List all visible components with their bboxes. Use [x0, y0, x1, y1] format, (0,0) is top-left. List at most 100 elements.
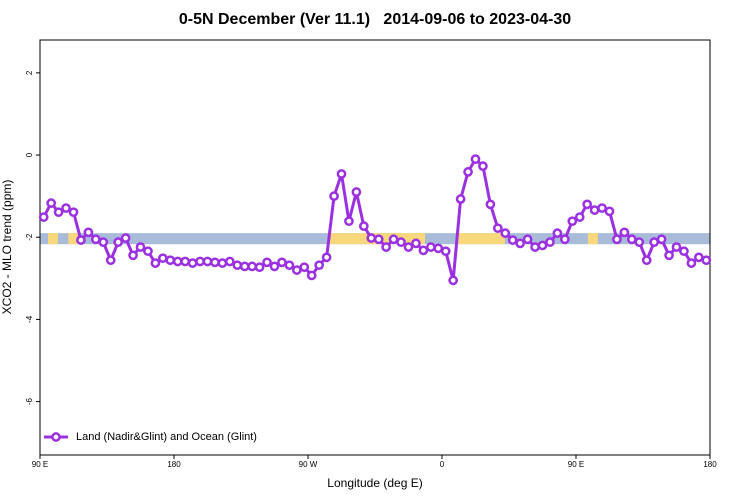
surface-band: [587, 233, 598, 245]
data-point: [217, 258, 228, 268]
data-point: [351, 187, 362, 197]
data-point: [247, 261, 258, 272]
data-point: [381, 242, 392, 252]
data-point: [329, 191, 339, 201]
data-point: [507, 235, 518, 245]
data-point: [187, 258, 198, 268]
data-point: [500, 228, 511, 238]
data-point: [679, 246, 689, 257]
data-point: [321, 252, 332, 263]
legend-label: Land (Nadir&Glint) and Ocean (Glint): [76, 431, 257, 443]
data-point: [612, 234, 622, 245]
data-point: [396, 237, 406, 248]
data-point: [128, 250, 138, 261]
plot-frame: [39, 39, 711, 456]
data-point: [165, 255, 176, 266]
data-point: [626, 234, 637, 245]
data-point: [143, 246, 153, 257]
data-point: [582, 199, 593, 210]
data-point: [552, 228, 563, 238]
data-point: [68, 207, 79, 218]
x-tick-label: 90 W: [299, 460, 318, 469]
data-point: [358, 221, 369, 231]
data-point: [597, 203, 607, 213]
data-point: [83, 227, 94, 238]
data-point: [53, 207, 64, 218]
data-point: [150, 258, 161, 268]
data-point: [567, 216, 578, 227]
x-tick-label: 90 E: [568, 460, 584, 469]
data-point: [693, 252, 704, 263]
data-point: [224, 256, 235, 267]
data-point: [314, 260, 325, 271]
data-point: [284, 260, 295, 271]
data-point: [537, 240, 548, 251]
data-point: [470, 154, 481, 165]
data-point: [336, 169, 347, 179]
data-point: [98, 237, 109, 248]
x-tick-label: 180: [167, 460, 181, 469]
data-point: [403, 242, 414, 252]
data-point: [664, 250, 674, 261]
data-point: [619, 227, 630, 238]
data-point: [366, 233, 377, 243]
data-point: [604, 206, 615, 217]
data-point: [634, 237, 645, 248]
data-point: [239, 261, 250, 272]
data-point: [649, 237, 660, 248]
data-point: [262, 257, 272, 268]
x-tick-label: 0: [440, 460, 445, 469]
surface-band: [457, 233, 505, 245]
data-point: [448, 275, 459, 286]
x-tick-label: 90 E: [32, 460, 48, 469]
data-point: [530, 242, 540, 252]
data-point: [433, 243, 444, 254]
data-point: [135, 242, 146, 252]
data-point: [411, 238, 421, 249]
data-point: [157, 253, 168, 264]
data-point: [440, 246, 451, 257]
data-point: [269, 261, 280, 272]
y-tick-label: -6: [25, 397, 34, 405]
data-point: [686, 258, 697, 268]
data-point: [701, 255, 712, 266]
data-point: [180, 256, 191, 267]
data-point: [492, 223, 503, 234]
data-point: [522, 234, 533, 245]
data-point: [299, 262, 310, 273]
data-point: [61, 203, 71, 213]
data-point: [291, 265, 302, 275]
data-point: [120, 233, 131, 243]
data-point: [172, 256, 183, 267]
data-point: [478, 161, 488, 171]
data-point: [641, 255, 652, 266]
y-axis-label: XCO2 - MLO trend (ppm): [0, 180, 14, 315]
data-point: [306, 270, 317, 281]
data-point: [254, 262, 265, 273]
chart-title: 0-5N December (Ver 11.1) 2014-09-06 to 2…: [179, 11, 571, 28]
y-tick-label: 0: [25, 152, 34, 157]
x-tick-label: 180: [703, 460, 717, 469]
data-point: [232, 260, 243, 271]
data-point: [545, 237, 555, 248]
y-tick-label: -4: [25, 315, 34, 323]
data-point: [589, 205, 600, 215]
data-point: [559, 234, 570, 245]
data-point: [344, 216, 354, 227]
data-point: [418, 245, 429, 256]
data-point: [90, 234, 101, 245]
surface-band: [48, 233, 59, 245]
legend-marker: [51, 432, 61, 442]
x-axis-label: Longitude (deg E): [327, 476, 422, 490]
data-point: [277, 257, 287, 268]
data-point: [210, 257, 220, 268]
data-point: [46, 198, 57, 208]
data-point: [373, 234, 384, 245]
data-point: [195, 256, 205, 267]
data-point: [656, 234, 667, 245]
surface-band: [68, 233, 78, 245]
y-tick-label: 2: [25, 70, 34, 75]
data-point: [76, 235, 86, 245]
y-tick-label: -2: [25, 233, 34, 241]
data-point: [105, 255, 116, 266]
